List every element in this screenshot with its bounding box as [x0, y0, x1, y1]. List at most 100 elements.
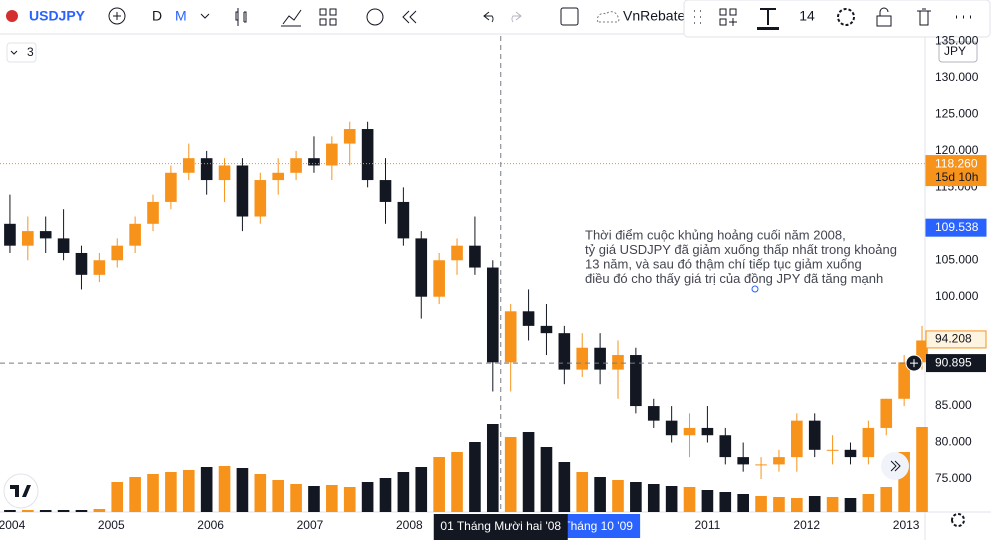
settings[interactable] — [837, 8, 855, 26]
candle-body — [200, 158, 213, 181]
candle-body — [719, 435, 732, 458]
y-tick-label: 100.000 — [935, 289, 979, 303]
redo[interactable] — [511, 11, 522, 23]
legend-toggle[interactable] — [6, 42, 37, 63]
volume-bar — [665, 486, 678, 512]
x-tick-label: 2006 — [197, 518, 224, 532]
symbol[interactable]: USDJPY — [29, 8, 86, 24]
candle-body — [379, 180, 392, 202]
volume-bar — [826, 497, 839, 512]
add-symbol[interactable] — [108, 7, 126, 25]
volume-bar — [486, 424, 499, 512]
lock[interactable] — [876, 7, 892, 27]
x-tick-label: 2012 — [793, 518, 820, 532]
candle-body — [808, 420, 821, 450]
price-label: 109.538 — [935, 220, 979, 234]
x-tick-label: 2007 — [297, 518, 324, 532]
candle-body — [791, 420, 803, 458]
price-label: 94.208 — [935, 332, 972, 346]
price-label-bg — [925, 330, 987, 349]
volume-bar — [361, 482, 374, 512]
delete[interactable] — [917, 8, 931, 26]
candle-body — [630, 355, 642, 407]
volume-bar — [397, 472, 410, 512]
volume-bar — [272, 480, 285, 512]
volume-bar — [862, 494, 875, 512]
interval-d[interactable]: D — [152, 8, 162, 24]
undo[interactable] — [483, 11, 494, 23]
volume-bar — [522, 432, 535, 512]
y-tick-label: 80.000 — [935, 435, 972, 449]
currency-box[interactable] — [938, 41, 978, 63]
chart-type[interactable] — [235, 8, 247, 26]
crosshair-date-bg — [433, 514, 568, 540]
replay[interactable] — [402, 10, 417, 24]
volume-bar — [182, 470, 195, 512]
annotation-line: điều đó cho thấy giá trị của đồng JPY đã… — [585, 271, 883, 286]
volume-bar — [218, 466, 231, 512]
font-size[interactable]: 14 — [799, 8, 815, 24]
candle-body — [916, 340, 928, 363]
volume-bar — [451, 452, 463, 512]
y-tick-label: 120.000 — [935, 143, 979, 157]
volume-bar — [326, 485, 338, 512]
price-label-bg — [925, 155, 987, 187]
interval-dropdown[interactable] — [200, 13, 210, 19]
volume-bar — [558, 462, 571, 512]
volume-bar — [844, 498, 857, 512]
plot — [0, 36, 928, 512]
y-tick-label: 130.000 — [935, 70, 979, 84]
template[interactable] — [719, 8, 737, 26]
candle-body — [486, 267, 499, 363]
volume-bar — [737, 494, 749, 512]
candle-body — [683, 427, 696, 436]
floating-toolbar — [683, 0, 991, 38]
annotation-anchor — [751, 285, 759, 293]
candle-body — [469, 245, 481, 268]
logo[interactable] — [3, 473, 39, 509]
candle-body — [647, 406, 660, 421]
text-color[interactable] — [760, 8, 776, 25]
volume-bar — [880, 487, 893, 512]
candle-body — [39, 231, 52, 239]
x-tick-label: 2004 — [0, 518, 26, 532]
axis-settings[interactable] — [951, 513, 966, 527]
indicators[interactable] — [281, 9, 302, 27]
volume-bar — [808, 496, 821, 512]
volume-bar — [719, 492, 732, 512]
y-tick-label: 125.000 — [935, 107, 979, 121]
candle-body — [737, 457, 749, 465]
x-tick-label: 2011 — [695, 518, 721, 532]
volume-bar — [773, 497, 785, 512]
x-tick-label: 2008 — [396, 518, 423, 532]
currency[interactable]: JPY — [944, 44, 966, 58]
y-tick-label: 135.000 — [935, 34, 979, 48]
candle-body — [147, 201, 159, 224]
volume-bar — [57, 510, 70, 512]
volume-bar — [504, 437, 517, 512]
candle-body — [773, 457, 785, 465]
candle-body — [844, 449, 857, 458]
volume-bar — [791, 498, 803, 512]
price-label: 118.260 — [935, 156, 978, 170]
candle-body — [326, 143, 338, 166]
drag-handle[interactable] — [694, 10, 701, 24]
candle-body — [612, 355, 624, 370]
annotation-line: 13 năm, và sau đó thậm chí tiếp tục giảm… — [585, 256, 862, 271]
fullscreen[interactable] — [560, 7, 579, 26]
alert[interactable] — [366, 8, 384, 26]
volume-bar — [630, 482, 642, 512]
scroll-right[interactable] — [881, 452, 909, 480]
price-label-bg — [925, 218, 987, 237]
color-bar — [757, 27, 779, 30]
layouts[interactable] — [319, 8, 337, 26]
interval-m[interactable]: M — [175, 8, 187, 24]
volume-bar — [916, 427, 928, 512]
candle-body — [755, 464, 767, 466]
flag-icon[interactable] — [6, 10, 18, 22]
drawing-name[interactable]: VnRebate — [623, 8, 685, 24]
candle-body — [4, 223, 16, 246]
annotation-line: tỷ giá USDJPY đã giảm xuống thấp nhất tr… — [585, 242, 897, 257]
